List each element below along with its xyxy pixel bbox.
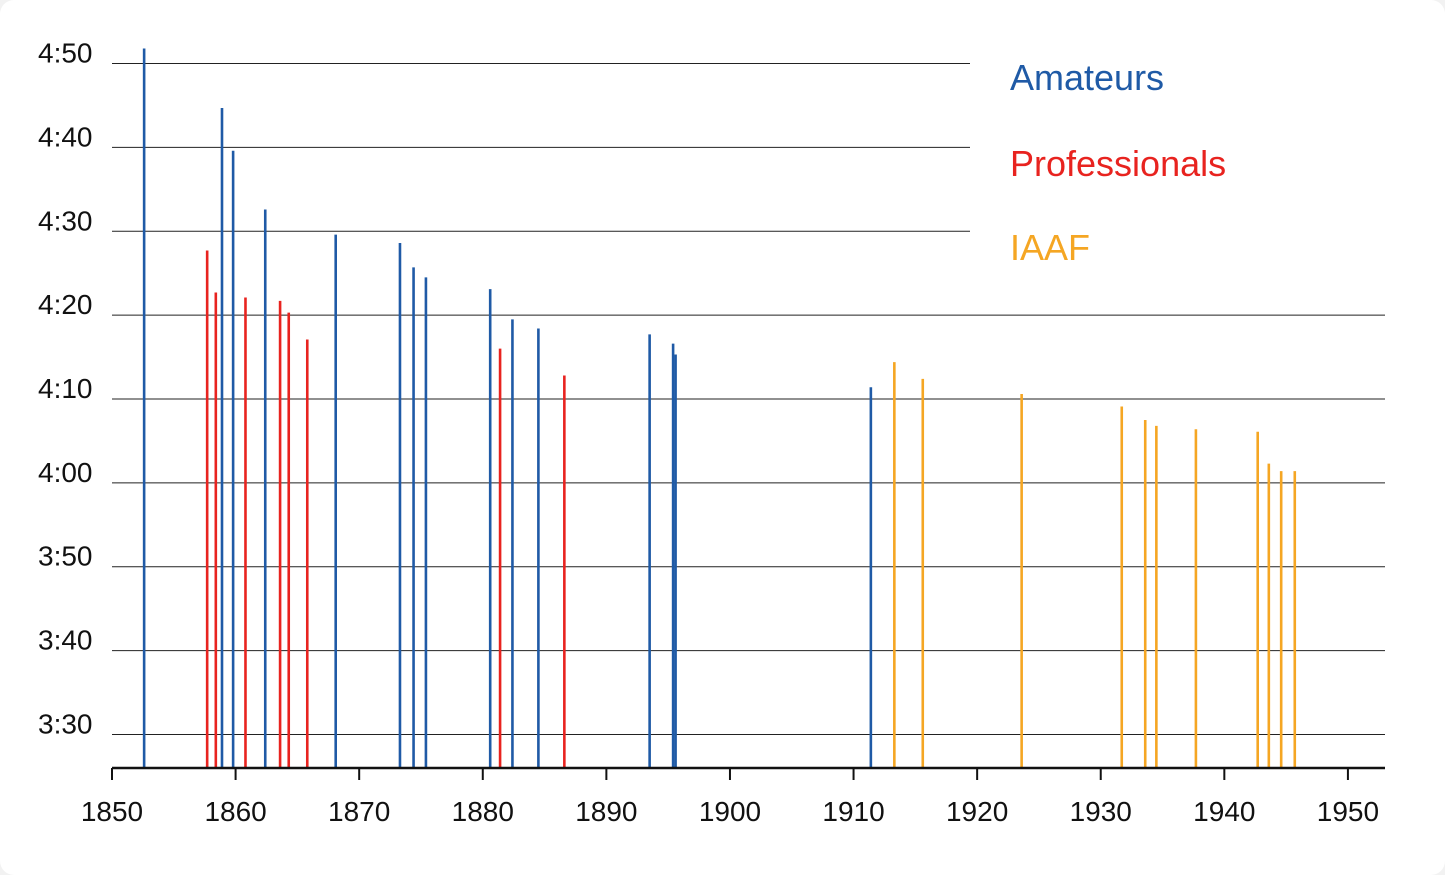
x-tick-label: 1920 (946, 796, 1008, 827)
y-tick-label: 4:10 (38, 373, 93, 404)
x-tick-label: 1940 (1193, 796, 1255, 827)
x-tick-label: 1910 (822, 796, 884, 827)
x-tick-label: 1870 (328, 796, 390, 827)
y-tick-label: 3:40 (38, 625, 93, 656)
legend-amateurs: Amateurs (1010, 57, 1164, 98)
y-tick-label: 4:50 (38, 38, 93, 69)
x-tick-label: 1900 (699, 796, 761, 827)
x-tick-label: 1860 (204, 796, 266, 827)
x-tick-label: 1930 (1070, 796, 1132, 827)
y-tick-label: 4:00 (38, 457, 93, 488)
y-tick-label: 4:40 (38, 121, 93, 152)
legend-iaaf: IAAF (1010, 227, 1090, 268)
x-tick-label: 1880 (452, 796, 514, 827)
y-tick-label: 3:30 (38, 708, 93, 739)
x-tick-label: 1850 (81, 796, 143, 827)
y-tick-label: 4:20 (38, 289, 93, 320)
x-tick-label: 1950 (1317, 796, 1379, 827)
x-tick-label: 1890 (575, 796, 637, 827)
y-tick-label: 3:50 (38, 541, 93, 572)
y-tick-label: 4:30 (38, 205, 93, 236)
legend-professionals: Professionals (1010, 143, 1226, 184)
